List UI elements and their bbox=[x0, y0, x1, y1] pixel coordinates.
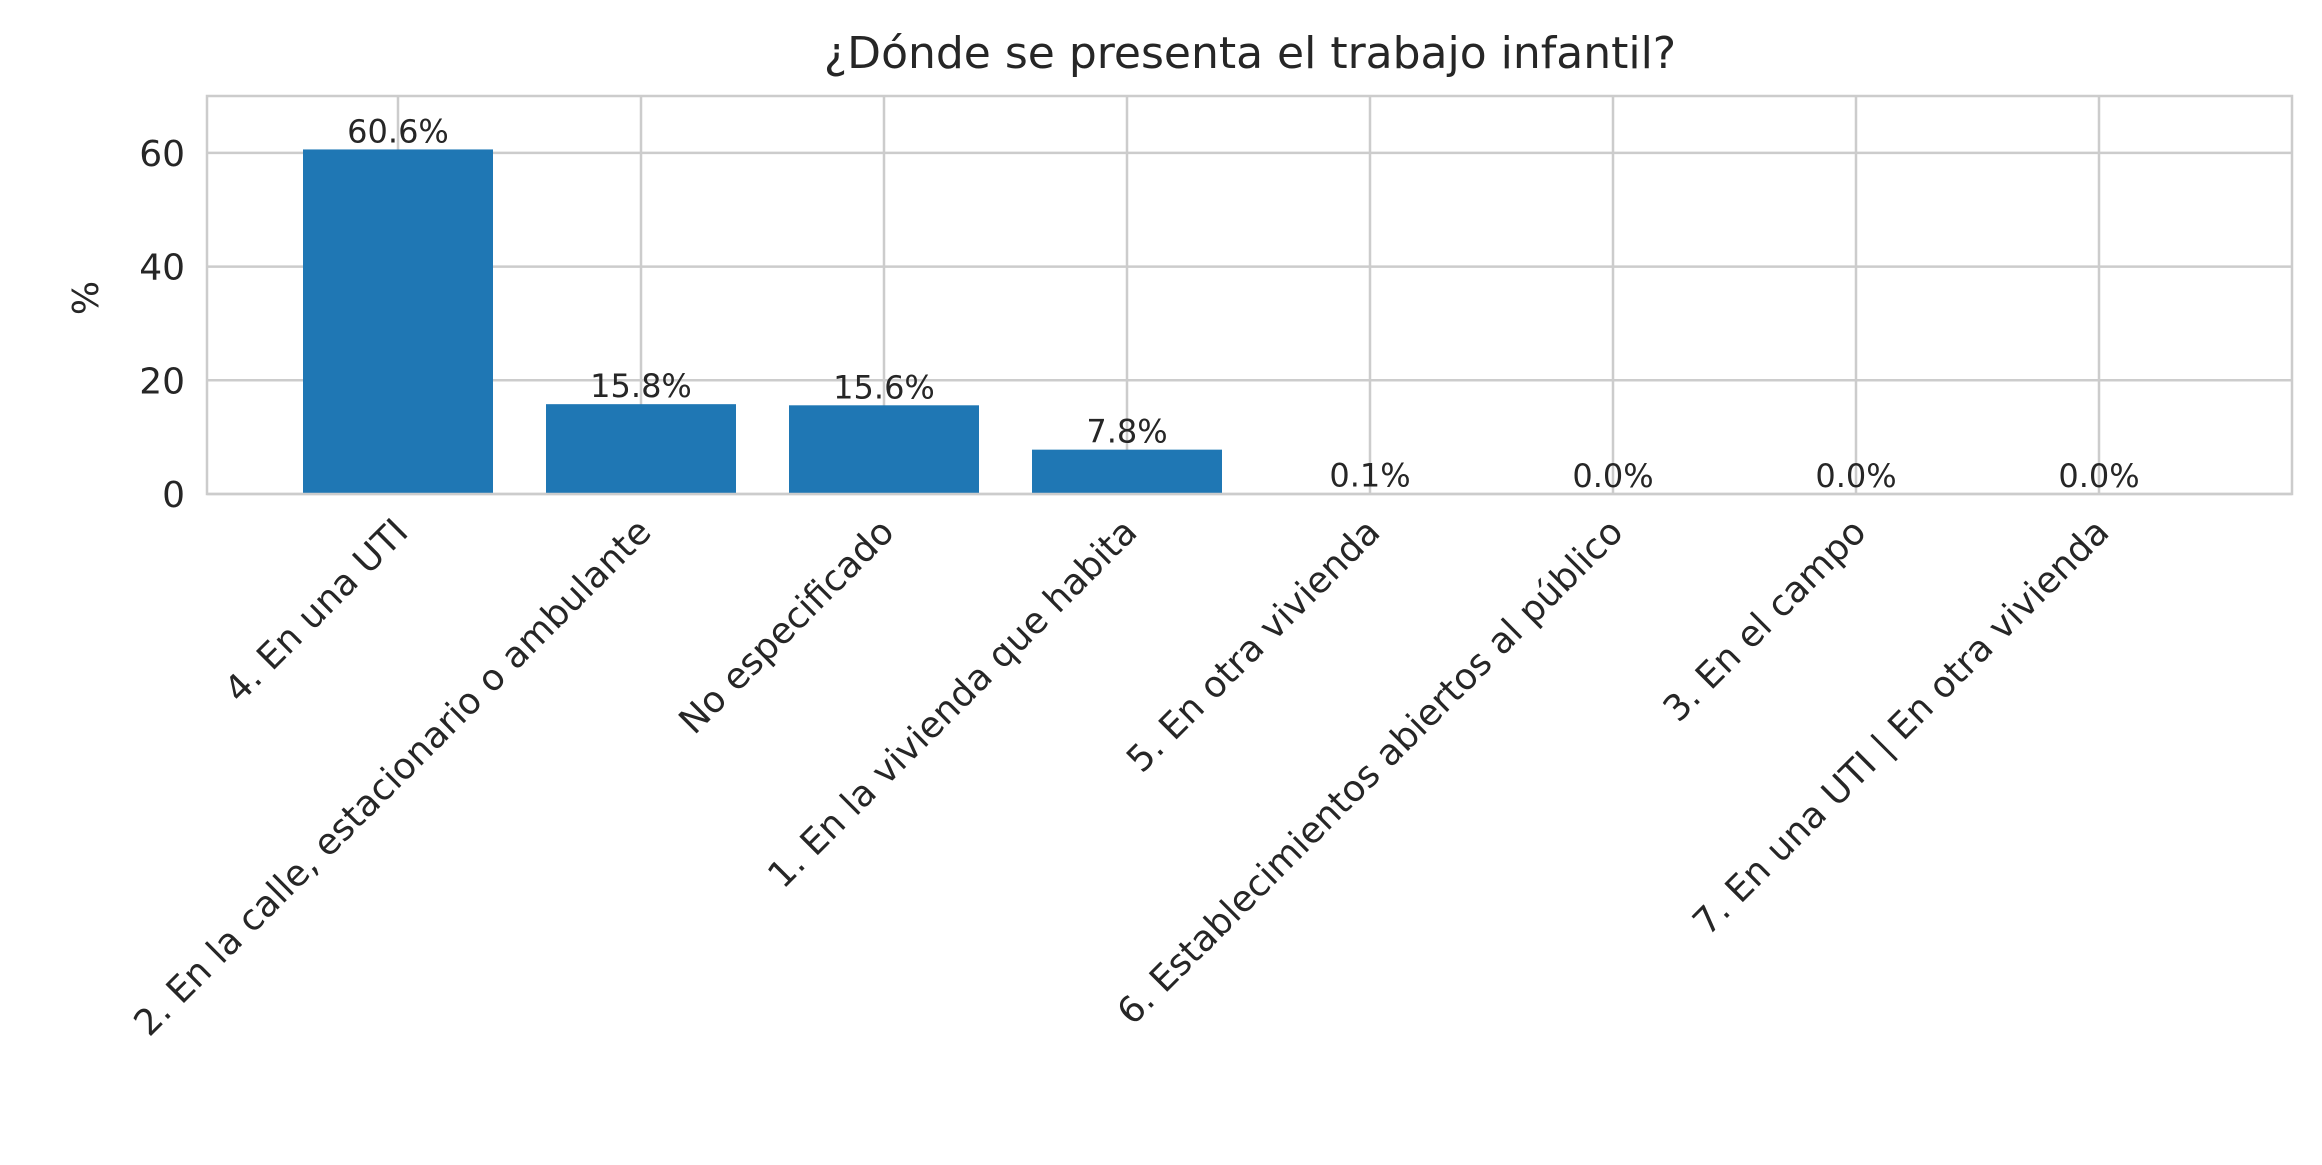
y-axis-ticks: 0 20 40 60 bbox=[139, 134, 185, 516]
bar bbox=[1032, 449, 1222, 494]
bar bbox=[303, 149, 493, 494]
x-tick-label: No especificado bbox=[671, 511, 902, 742]
plot-frame bbox=[205, 94, 2294, 496]
y-tick-label: 40 bbox=[139, 248, 185, 289]
x-tick-label: 2. En la calle, estacionario o ambulante bbox=[126, 511, 659, 1044]
y-tick-label: 60 bbox=[139, 134, 185, 175]
bar-value-label: 60.6% bbox=[347, 112, 449, 150]
bar-value-label: 0.0% bbox=[1815, 457, 1896, 495]
x-tick-label: 5. En otra vivienda bbox=[1119, 511, 1388, 780]
bar-value-label: 7.8% bbox=[1086, 413, 1167, 451]
bar-value-label: 0.0% bbox=[1572, 457, 1653, 495]
data-labels: 60.6% 15.8% 15.6% 7.8% 0.1% 0.0% 0.0% 0.0% bbox=[347, 112, 2139, 495]
x-tick-label: 7. En una UTI | En otra vivienda bbox=[1685, 511, 2117, 943]
bar bbox=[546, 404, 736, 494]
y-tick-label: 0 bbox=[162, 475, 185, 516]
bar-value-label: 15.8% bbox=[590, 367, 692, 405]
x-tick-label: 3. En el campo bbox=[1656, 511, 1875, 730]
bars bbox=[303, 149, 1465, 494]
x-tick-label: 4. En una UTI bbox=[217, 511, 416, 710]
y-axis-label: % bbox=[66, 281, 107, 315]
chart-title: ¿Dónde se presenta el trabajo infantil? bbox=[824, 28, 1676, 79]
bar bbox=[789, 405, 979, 494]
y-tick-label: 20 bbox=[139, 361, 185, 402]
grid-lines bbox=[207, 96, 2292, 496]
bar-value-label: 15.6% bbox=[833, 368, 935, 406]
bar-value-label: 0.1% bbox=[1329, 456, 1410, 494]
bar-value-label: 0.0% bbox=[2058, 457, 2139, 495]
x-tick-label: 6. Establecimientos abiertos al público bbox=[1110, 511, 1632, 1033]
